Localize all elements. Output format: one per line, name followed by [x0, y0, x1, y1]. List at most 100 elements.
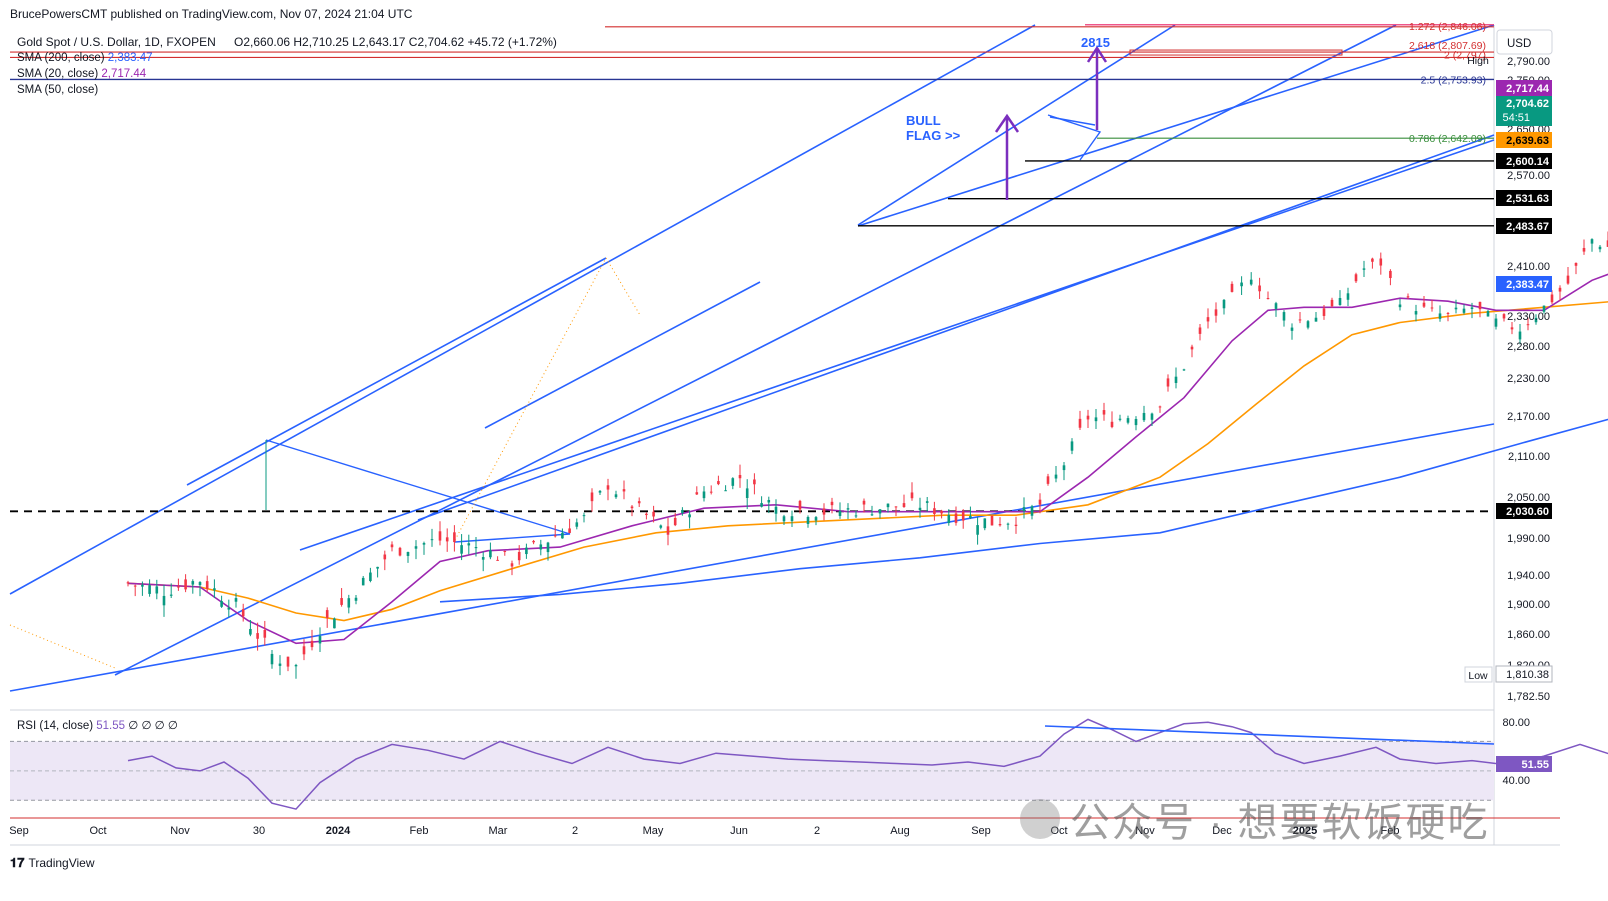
candle-body: [1182, 369, 1186, 371]
candle: [241, 603, 245, 622]
fib-label: 2 (2,797): [1444, 49, 1486, 61]
candle-body: [790, 516, 794, 521]
sma20-legend[interactable]: SMA (20, close) 2,717.44: [17, 68, 146, 80]
sma200-label: SMA (200, close): [17, 52, 105, 64]
currency-label[interactable]: USD: [1507, 38, 1532, 50]
candle-body: [503, 550, 507, 552]
candle-body: [1518, 331, 1522, 340]
rsi-value: 51.55: [96, 720, 126, 732]
candle: [1314, 311, 1318, 322]
tag-last-text: 2,704.62: [1506, 98, 1549, 110]
candle-body: [333, 618, 336, 629]
candle-body: [347, 598, 351, 608]
candle: [1158, 405, 1162, 413]
y-tick-label: 2,170.00: [1507, 411, 1550, 423]
candle-body: [894, 506, 898, 508]
sma50-legend[interactable]: SMA (50, close): [17, 84, 98, 96]
candle-body: [590, 492, 594, 502]
candle-body: [798, 500, 802, 510]
candle-body: [954, 513, 958, 523]
candle-body: [1126, 418, 1130, 423]
rsi-legend[interactable]: RSI (14, close) 51.55 ∅ ∅ ∅ ∅: [17, 718, 178, 732]
candle-body: [1534, 317, 1538, 323]
candle: [278, 655, 282, 676]
candle: [414, 540, 418, 560]
publisher-line: BrucePowersCMT published on TradingView.…: [10, 7, 413, 21]
candle: [709, 485, 713, 495]
candle: [141, 581, 144, 596]
candle: [1230, 281, 1234, 293]
candle: [1298, 312, 1302, 324]
candle: [630, 505, 634, 517]
candle: [184, 574, 187, 593]
candle-body: [481, 557, 485, 560]
tag-sma200-bg: [1496, 276, 1552, 292]
candle: [177, 578, 180, 591]
candle-body: [198, 582, 202, 586]
candle-body: [738, 474, 742, 479]
tag-2600-text: 2,600.14: [1506, 156, 1550, 168]
tag-2531: 2,531.63: [1496, 190, 1552, 206]
candle: [1470, 302, 1474, 319]
candle-body: [1558, 287, 1562, 292]
candle-body: [1298, 319, 1302, 321]
x-tick-label: 2024: [326, 825, 351, 837]
candle-body: [227, 607, 231, 610]
candle: [227, 599, 231, 618]
candle-body: [1422, 302, 1426, 307]
candle: [738, 464, 742, 488]
candle-body: [1030, 506, 1034, 516]
symbol-title[interactable]: Gold Spot / U.S. Dollar, 1D, FXOPEN: [17, 35, 216, 49]
candle-body: [918, 507, 922, 511]
candle: [1038, 493, 1042, 514]
candle-body: [1134, 418, 1138, 426]
candle: [652, 505, 655, 523]
tag-2030-bg: [1496, 503, 1552, 519]
tag-low-text: 1,810.38: [1506, 669, 1549, 681]
candle: [724, 485, 727, 492]
trendline-7: [417, 134, 1495, 521]
candle: [1354, 272, 1358, 284]
sma50-label: SMA (50, close): [17, 84, 99, 96]
candle-body: [1371, 258, 1374, 262]
x-tick-label: Oct: [1050, 825, 1067, 837]
candle: [1306, 320, 1310, 330]
candle-body: [1190, 346, 1194, 350]
candle: [1150, 412, 1154, 426]
candle-body: [510, 563, 514, 567]
candle: [695, 486, 699, 496]
candle: [1030, 504, 1034, 520]
candle: [806, 515, 810, 528]
y-tick-label: 2,410.00: [1507, 261, 1550, 273]
candle-body: [1214, 309, 1218, 316]
candle: [954, 506, 958, 526]
candle-body: [1022, 507, 1026, 511]
candle: [1174, 367, 1178, 389]
candle: [162, 584, 166, 617]
rsi-tick-label: 40.00: [1502, 775, 1530, 787]
bull-flag-label: FLAG >>: [906, 128, 961, 143]
fib-dotted-c: [605, 257, 641, 316]
candle: [659, 524, 663, 530]
candle-body: [390, 544, 394, 548]
candle: [1558, 285, 1562, 302]
candle-body: [318, 636, 322, 644]
candle-body: [414, 546, 418, 549]
candle-body: [1502, 314, 1506, 319]
candle-body: [745, 488, 749, 498]
candle: [310, 629, 314, 651]
candle-body: [1266, 298, 1270, 300]
y-tick-label: 2,330.00: [1507, 311, 1550, 323]
rsi-label: RSI (14, close): [17, 720, 94, 732]
footer-brand[interactable]: 𝟏𝟕 TradingView: [10, 855, 95, 871]
candle: [637, 497, 641, 507]
ohlc-values: O2,660.06 H2,710.25 L2,643.17 C2,704.62 …: [234, 35, 557, 49]
trendline-4: [114, 24, 1397, 676]
fib-label: 0.786 (2,642.09): [1409, 133, 1486, 145]
sma200-legend[interactable]: SMA (200, close) 2,383.47: [17, 52, 153, 64]
candle-body: [302, 646, 306, 655]
candle-body: [1110, 421, 1114, 428]
candle-body: [1574, 262, 1578, 266]
candle-body: [294, 665, 298, 667]
